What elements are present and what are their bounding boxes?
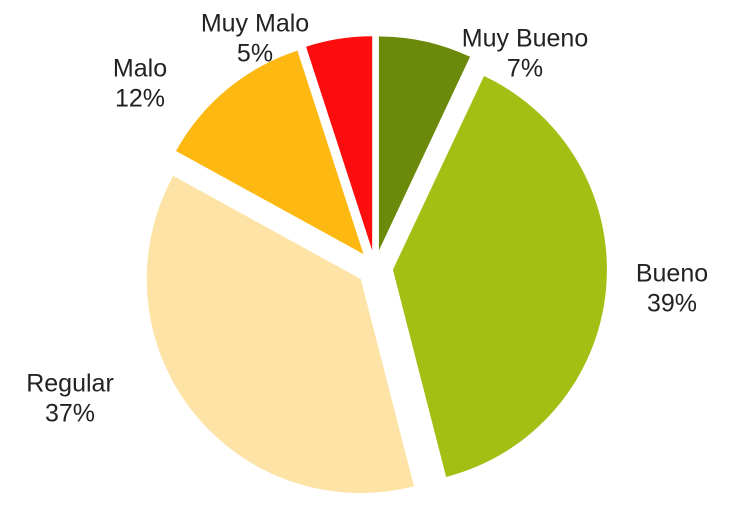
pie-slice [378, 36, 471, 251]
pie-slice [392, 76, 607, 477]
slice-label: Malo [113, 55, 167, 83]
slice-label: Muy Bueno [462, 25, 588, 53]
pie-slice [175, 50, 364, 255]
pie-slice [306, 36, 373, 251]
slice-label: Regular [26, 370, 114, 398]
slice-value-label: 39% [647, 290, 697, 318]
slice-value-label: 37% [45, 400, 95, 428]
slice-value-label: 5% [237, 40, 273, 68]
pie-slice [146, 175, 414, 494]
slice-label: Muy Malo [201, 10, 309, 38]
slice-value-label: 7% [507, 55, 543, 83]
slice-label: Bueno [636, 260, 708, 288]
slice-value-label: 12% [115, 85, 165, 113]
